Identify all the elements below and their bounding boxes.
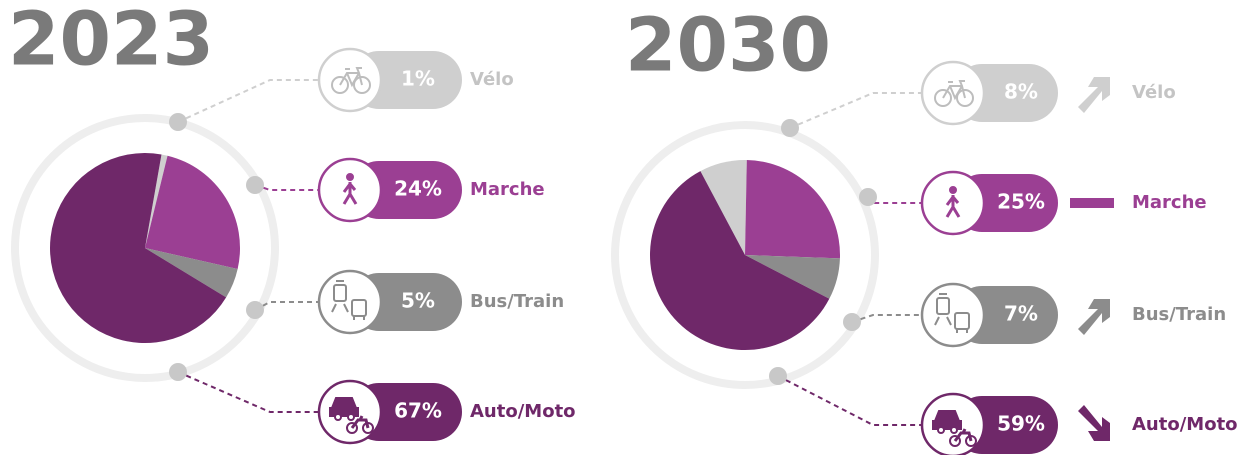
mode-icon — [342, 173, 358, 205]
chart-title: 2030 — [625, 3, 831, 89]
pie-slice — [145, 248, 238, 298]
pie-slice — [745, 255, 840, 299]
pie-slice — [745, 160, 840, 259]
mode-icon — [331, 67, 371, 94]
connector — [177, 79, 318, 123]
icon-part — [350, 415, 370, 429]
icon-part — [934, 293, 968, 333]
pie-slice — [145, 155, 240, 270]
category-label: Bus/Train — [470, 291, 564, 312]
icon-part — [333, 284, 347, 302]
trend-arrow — [1078, 405, 1110, 441]
icon-part — [351, 299, 367, 317]
value-label: 7% — [1004, 302, 1038, 326]
connector-dot — [169, 363, 187, 381]
connector — [851, 314, 921, 323]
mode-icon — [945, 186, 961, 218]
connector — [177, 371, 318, 413]
value-label: 5% — [401, 289, 435, 313]
connector-dot — [859, 188, 877, 206]
pie-ring — [11, 114, 279, 382]
mode-icon — [932, 410, 977, 447]
category-label: Marche — [470, 179, 545, 200]
icon-part — [945, 195, 961, 218]
icon-part — [347, 413, 355, 421]
icon-part — [346, 422, 358, 434]
icon-part — [942, 80, 966, 101]
connector-dot — [781, 119, 799, 137]
pie-slice — [700, 160, 747, 255]
connector-dot — [246, 176, 264, 194]
icon-circle — [920, 282, 986, 348]
icon-part — [932, 410, 962, 430]
value-label: 25% — [997, 190, 1045, 214]
connector-dot — [843, 313, 861, 331]
connector — [254, 301, 318, 311]
value-label: 8% — [1004, 80, 1038, 104]
icon-part — [346, 173, 354, 181]
icon-part — [339, 67, 363, 88]
trend-arrow — [1078, 299, 1110, 335]
icon-circle — [317, 269, 383, 335]
icon-part — [936, 297, 950, 315]
pie-ring — [611, 121, 879, 389]
trend-arrow — [1078, 77, 1110, 113]
connector — [254, 184, 318, 191]
icon-part — [949, 435, 961, 447]
pie-slice — [145, 154, 168, 248]
value-label: 67% — [394, 399, 442, 423]
icon-part — [956, 89, 974, 107]
connector-dot — [769, 367, 787, 385]
value-label: 1% — [401, 67, 435, 91]
icon-part — [950, 426, 958, 434]
value-label: 24% — [394, 177, 442, 201]
value-label: 59% — [997, 412, 1045, 436]
mode-icon — [934, 80, 974, 107]
icon-part — [353, 76, 371, 94]
connector — [777, 375, 921, 426]
pie-slice — [49, 153, 227, 343]
category-label: Auto/Moto — [1132, 414, 1238, 435]
mode-icon — [331, 280, 367, 320]
icon-part — [342, 182, 358, 205]
icon-part — [937, 426, 945, 434]
category-label: Marche — [1132, 192, 1207, 213]
icon-part — [954, 312, 970, 330]
trend-arrow — [1070, 198, 1114, 208]
icon-part — [331, 76, 349, 94]
icon-part — [334, 413, 342, 421]
icon-part — [949, 186, 957, 194]
category-label: Vélo — [1132, 82, 1176, 103]
mode-icon — [934, 293, 970, 333]
category-label: Auto/Moto — [470, 401, 576, 422]
pie-slice — [650, 171, 830, 350]
connector-dot — [169, 113, 187, 131]
icon-part — [329, 397, 359, 417]
mode-icon — [329, 397, 374, 434]
chart-title: 2023 — [8, 0, 214, 83]
connector-dot — [246, 301, 264, 319]
category-label: Vélo — [470, 69, 514, 90]
icon-part — [934, 89, 952, 107]
connector — [789, 92, 921, 129]
icon-part — [953, 428, 973, 442]
category-label: Bus/Train — [1132, 304, 1226, 325]
icon-part — [331, 280, 365, 320]
